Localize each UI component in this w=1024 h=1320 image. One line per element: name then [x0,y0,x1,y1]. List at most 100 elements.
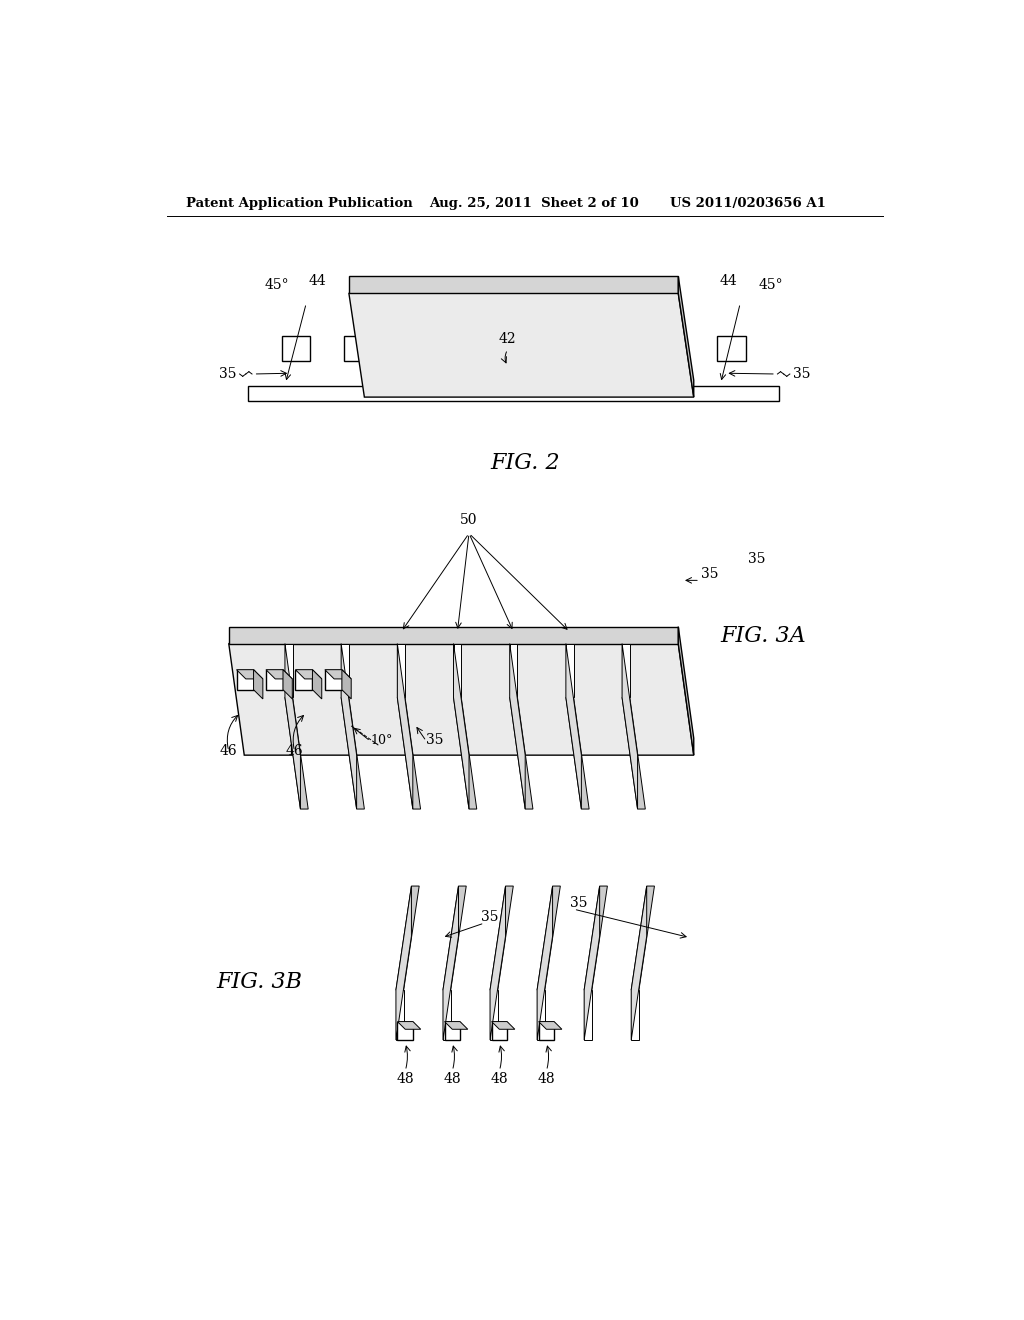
Polygon shape [539,1022,562,1030]
Text: 35: 35 [219,367,237,381]
Polygon shape [631,886,654,990]
Polygon shape [266,669,292,678]
Bar [444,1022,460,1040]
Polygon shape [342,669,351,700]
Polygon shape [538,990,545,1040]
Text: Aug. 25, 2011  Sheet 2 of 10: Aug. 25, 2011 Sheet 2 of 10 [429,197,638,210]
Polygon shape [283,669,292,700]
Polygon shape [228,644,693,755]
Polygon shape [295,669,322,678]
Bar [468,337,497,360]
Polygon shape [622,644,638,809]
Polygon shape [490,886,506,1040]
Polygon shape [510,697,532,809]
Text: US 2011/0203656 A1: US 2011/0203656 A1 [671,197,826,210]
Polygon shape [631,886,647,1040]
Bar [539,1022,554,1040]
Polygon shape [397,1022,421,1030]
Polygon shape [443,886,466,990]
Polygon shape [228,627,678,644]
Polygon shape [490,990,498,1040]
Bar [344,337,373,360]
Polygon shape [285,644,293,697]
Polygon shape [678,627,693,755]
Polygon shape [584,886,600,1040]
Polygon shape [285,697,308,809]
Polygon shape [510,644,525,809]
Text: 42: 42 [499,333,516,346]
Text: 44: 44 [309,275,327,289]
Polygon shape [444,1022,468,1030]
Polygon shape [584,886,607,990]
Polygon shape [443,990,451,1040]
Polygon shape [538,886,560,990]
Bar [406,337,434,360]
Polygon shape [396,886,412,1040]
Bar [593,337,622,360]
Bar [295,669,312,689]
Polygon shape [631,990,639,1040]
Polygon shape [566,644,582,809]
Text: 45°: 45° [264,279,289,292]
Bar [237,669,254,689]
Polygon shape [349,276,678,293]
Polygon shape [341,697,365,809]
Bar [282,337,310,360]
Text: 48: 48 [538,1072,555,1085]
Polygon shape [538,886,553,1040]
Polygon shape [397,644,413,809]
Polygon shape [341,644,349,697]
Bar [397,1022,413,1040]
Polygon shape [397,697,421,809]
Text: 45°: 45° [759,279,783,292]
Bar [266,669,283,689]
Polygon shape [454,697,477,809]
Bar [530,337,559,360]
Polygon shape [622,644,630,697]
Text: 35: 35 [748,552,766,566]
Polygon shape [325,669,351,678]
Text: 44: 44 [720,275,737,289]
Polygon shape [254,669,263,700]
Text: 35: 35 [426,733,443,747]
Text: Patent Application Publication: Patent Application Publication [186,197,413,210]
Text: 48: 48 [396,1072,414,1085]
Text: FIG. 3A: FIG. 3A [721,624,806,647]
Polygon shape [490,886,513,990]
Text: FIG. 3B: FIG. 3B [217,972,303,994]
Polygon shape [622,697,645,809]
Polygon shape [312,669,322,700]
Text: 48: 48 [443,1072,461,1085]
Text: 35: 35 [701,568,719,581]
Polygon shape [349,293,693,397]
Bar [248,385,779,401]
Text: 48: 48 [490,1072,508,1085]
Polygon shape [510,644,517,697]
Polygon shape [396,886,419,990]
Text: 46: 46 [220,744,238,758]
Polygon shape [237,669,263,678]
Text: 35: 35 [793,367,810,381]
Polygon shape [397,644,406,697]
Text: 35: 35 [569,896,587,909]
Polygon shape [584,990,592,1040]
Polygon shape [443,886,459,1040]
Polygon shape [678,276,693,397]
Polygon shape [566,644,573,697]
Text: 35: 35 [480,909,498,924]
Polygon shape [492,1022,515,1030]
Polygon shape [566,697,589,809]
Bar [325,669,342,689]
Text: 46: 46 [286,744,303,758]
Bar [492,1022,507,1040]
Text: 50: 50 [460,513,478,527]
Polygon shape [396,990,403,1040]
Bar [717,337,745,360]
Polygon shape [454,644,461,697]
Bar [654,337,683,360]
Polygon shape [341,644,356,809]
Polygon shape [285,644,300,809]
Text: FIG. 2: FIG. 2 [490,451,559,474]
Text: 10°: 10° [371,734,393,747]
Polygon shape [454,644,469,809]
